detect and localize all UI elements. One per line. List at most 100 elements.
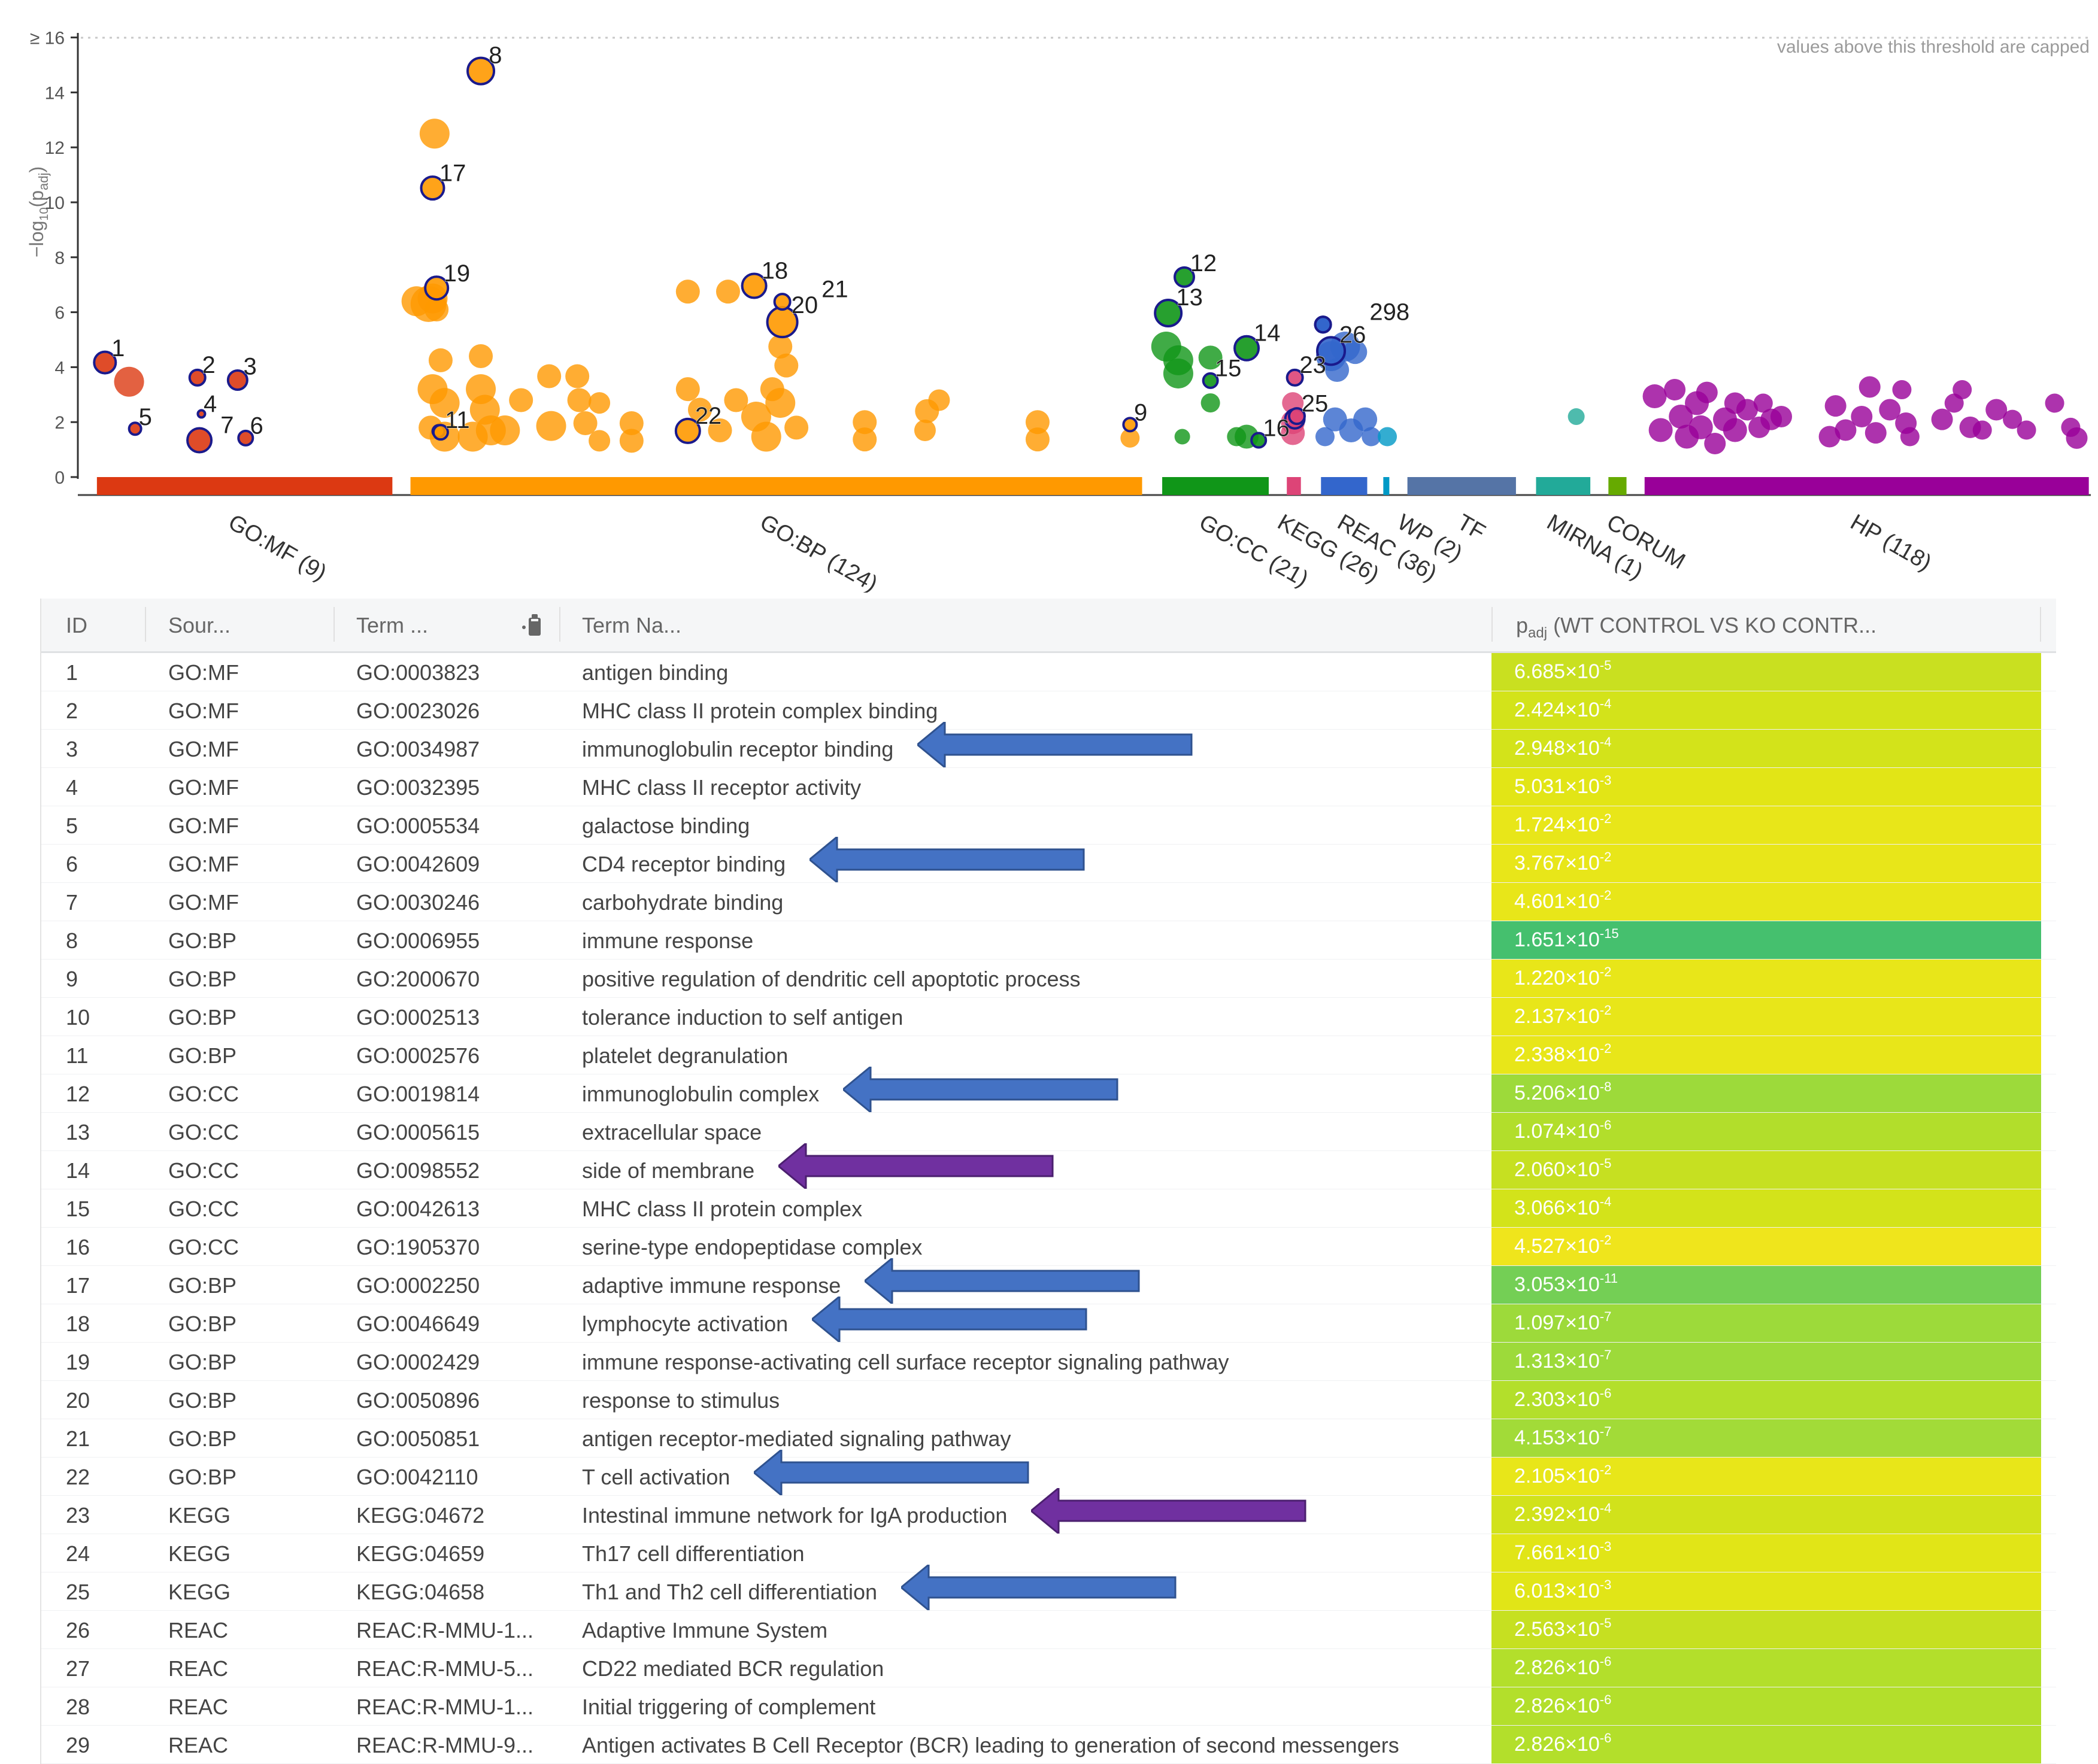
data-point [1953, 380, 1972, 400]
table-row[interactable]: 29 REAC REAC:R-MMU-9... Antigen activates B… [41, 1726, 2056, 1764]
padj-exponent: -3 [1599, 1577, 1612, 1592]
padj-exponent: -5 [1599, 658, 1612, 673]
table-row[interactable]: 14 GO:CC GO:0098552 side of membrane 2.060×1… [41, 1141, 2056, 1191]
data-point [768, 334, 793, 359]
table-row[interactable]: 23 KEGG KEGG:04672 Intestinal immune networ… [41, 1486, 2056, 1536]
data-point [1688, 415, 1713, 439]
row-term-name: platelet degranulation [582, 1043, 789, 1068]
padj-mantissa: 1.651×10 [1514, 928, 1600, 951]
table-row[interactable]: 8 GO:BP GO:0006955 immune response 1.651×10-… [41, 921, 2056, 960]
table-row[interactable]: 11 GO:BP GO:0002576 platelet degranulation 2… [41, 1036, 2056, 1074]
padj-value: 3.066×10-4 [1514, 1195, 1611, 1220]
point-label: 15 [1215, 356, 1242, 382]
row-term-name: immune response-activating cell surface … [582, 1350, 1229, 1374]
data-point [1362, 427, 1381, 447]
padj-rest: (WT CONTROL VS KO CONTR... [1547, 613, 1877, 637]
table-row[interactable]: 9 GO:BP GO:2000670 positive regulation of d… [41, 960, 2056, 998]
column-divider[interactable] [145, 607, 146, 642]
padj-cell: 1.313×10-7 [1491, 1343, 2041, 1380]
table-row[interactable]: 21 GO:BP GO:0050851 antigen receptor-mediat… [41, 1419, 2056, 1458]
table-row[interactable]: 15 GO:CC GO:0042613 MHC class II protein co… [41, 1189, 2056, 1228]
blue-arrow-annotation [810, 1294, 1087, 1347]
column-divider[interactable] [2040, 607, 2041, 642]
data-point [490, 415, 520, 445]
data-point [1851, 406, 1873, 428]
table-row[interactable]: 10 GO:BP GO:0002513 tolerance induction to … [41, 998, 2056, 1036]
highlighted-point [226, 369, 248, 391]
row-term-id: GO:0023026 [356, 699, 480, 723]
row-source: REAC [168, 1656, 229, 1681]
padj-exponent: -6 [1599, 1386, 1612, 1401]
header-source[interactable]: Sour... [168, 613, 231, 637]
table-row[interactable]: 12 GO:CC GO:0019814 immunoglobulin complex 5… [41, 1064, 2056, 1115]
table-row[interactable]: 18 GO:BP GO:0046649 lymphocyte activation 1.… [41, 1294, 2056, 1344]
padj-mantissa: 4.527×10 [1514, 1235, 1600, 1258]
padj-exponent: -2 [1599, 964, 1612, 979]
table-row[interactable]: 20 GO:BP GO:0050896 response to stimulus 2.3… [41, 1381, 2056, 1419]
row-source: GO:BP [168, 1311, 237, 1336]
row-source: REAC [168, 1733, 229, 1757]
point-label: 12 [1190, 250, 1217, 277]
table-row[interactable]: 19 GO:BP GO:0002429 immune response-activat… [41, 1343, 2056, 1381]
row-term-id: GO:0006955 [356, 928, 480, 953]
row-term-name: Adaptive Immune System [582, 1618, 828, 1642]
table-row[interactable]: 2 GO:MF GO:0023026 MHC class II protein com… [41, 691, 2056, 730]
padj-value: 2.826×10-6 [1514, 1655, 1611, 1680]
padj-cell: 5.031×10-3 [1491, 768, 2041, 806]
row-term-id: REAC:R-MMU-5... [356, 1656, 533, 1681]
highlighted-point [128, 421, 143, 436]
header-term-name[interactable]: Term Na... [582, 613, 682, 637]
data-point [914, 419, 936, 441]
table-row[interactable]: 26 REAC REAC:R-MMU-1... Adaptive Immune Sys… [41, 1611, 2056, 1649]
table-row[interactable]: 24 KEGG KEGG:04659 Th17 cell differentiatio… [41, 1534, 2056, 1572]
data-point [1174, 429, 1190, 445]
padj-value: 1.097×10-7 [1514, 1310, 1611, 1335]
row-id: 20 [66, 1388, 90, 1413]
data-point [675, 280, 700, 304]
header-id[interactable]: ID [66, 613, 87, 637]
row-id: 17 [66, 1273, 90, 1298]
padj-cell: 2.137×10-2 [1491, 998, 2041, 1036]
table-row[interactable]: 3 GO:MF GO:0034987 immunoglobulin receptor … [41, 719, 2056, 770]
padj-cell: 2.826×10-6 [1491, 1687, 2041, 1725]
row-id: 1 [66, 660, 78, 685]
data-point [1931, 408, 1953, 430]
table-row[interactable]: 25 KEGG KEGG:04658 Th1 and Th2 cell differe… [41, 1562, 2056, 1613]
data-point [536, 411, 566, 441]
clipboard-copy-icon[interactable] [520, 612, 544, 638]
highlighted-point [432, 424, 449, 441]
table-row[interactable]: 16 GO:CC GO:1905370 serine-type endopeptida… [41, 1228, 2056, 1266]
row-id: 28 [66, 1695, 90, 1719]
column-divider[interactable] [1491, 607, 1493, 642]
table-row[interactable]: 7 GO:MF GO:0030246 carbohydrate binding 4.60… [41, 883, 2056, 921]
row-term-name: carbohydrate binding [582, 890, 784, 915]
row-term-name: antigen receptor-mediated signaling path… [582, 1426, 1011, 1451]
table-row[interactable]: 13 GO:CC GO:0005615 extracellular space 1.07… [41, 1113, 2056, 1151]
table-row[interactable]: 28 REAC REAC:R-MMU-1... Initial triggering … [41, 1687, 2056, 1726]
row-id: 14 [66, 1158, 90, 1183]
table-row[interactable]: 27 REAC REAC:R-MMU-5... CD22 mediated BCR r… [41, 1649, 2056, 1687]
padj-mantissa: 2.338×10 [1514, 1043, 1600, 1066]
table-row[interactable]: 5 GO:MF GO:0005534 galactose binding 1.724×1… [41, 806, 2056, 845]
column-divider[interactable] [559, 607, 560, 642]
row-term-name: Initial triggering of complement [582, 1695, 876, 1719]
header-padj[interactable]: padj (WT CONTROL VS KO CONTR... [1516, 613, 1876, 642]
padj-exponent: -5 [1599, 1616, 1612, 1631]
padj-exponent: -4 [1599, 696, 1612, 711]
table-row[interactable]: 17 GO:BP GO:0002250 adaptive immune respons… [41, 1256, 2056, 1306]
source-bar-go-mf [96, 477, 393, 495]
data-point [1343, 340, 1368, 365]
column-divider[interactable] [334, 607, 335, 642]
data-point [114, 366, 144, 397]
data-point [1972, 420, 1992, 440]
table-row[interactable]: 1 GO:MF GO:0003823 antigen binding 6.685×10-… [41, 653, 2056, 691]
source-bar-go-bp [410, 477, 1142, 495]
row-id: 24 [66, 1541, 90, 1566]
padj-exponent: -4 [1599, 734, 1612, 749]
data-point [619, 429, 644, 453]
header-term-id[interactable]: Term ... [356, 613, 429, 637]
row-term-id: GO:0042110 [356, 1465, 478, 1489]
data-point [784, 415, 809, 440]
table-row[interactable]: 6 GO:MF GO:0042609 CD4 receptor binding 3.76… [41, 834, 2056, 885]
table-row[interactable]: 4 GO:MF GO:0032395 MHC class II receptor ac… [41, 768, 2056, 806]
